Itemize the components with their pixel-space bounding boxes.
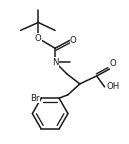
Text: O: O	[110, 59, 116, 68]
Text: N: N	[52, 58, 58, 67]
Text: O: O	[70, 36, 77, 45]
Text: Br: Br	[30, 94, 39, 103]
Text: O: O	[35, 34, 42, 43]
Text: OH: OH	[107, 82, 120, 91]
